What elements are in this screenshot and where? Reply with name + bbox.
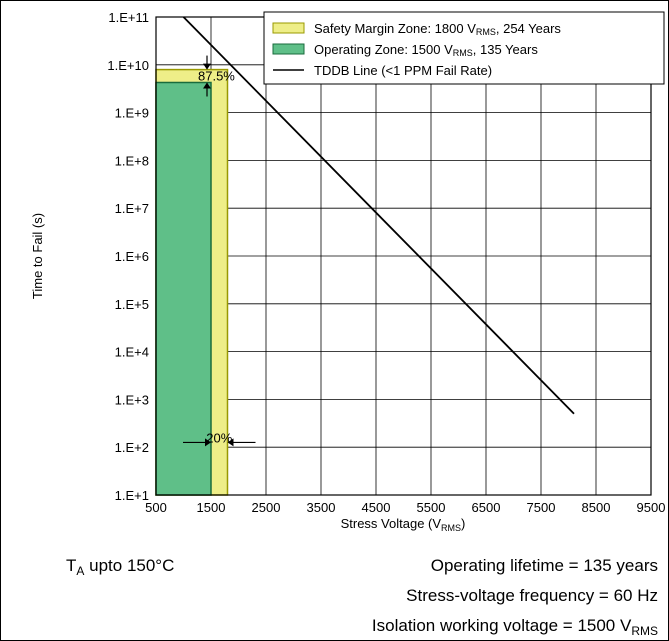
x-tick-label: 7500 (527, 500, 556, 515)
note-temperature: TA upto 150°C (66, 556, 174, 578)
operating-zone (155, 81, 212, 496)
y-tick-label: 1.E+1 (115, 488, 149, 503)
y-tick-label: 1.E+8 (115, 153, 149, 168)
tddb-line (182, 16, 575, 415)
y-tick-label: 1.E+2 (115, 440, 149, 455)
grid (155, 16, 652, 496)
legend-box (263, 11, 665, 85)
series-lines (182, 16, 575, 415)
x-axis-label: Stress Voltage (VRMS) (341, 516, 466, 533)
y-axis-label: Time to Fail (s) (30, 213, 45, 299)
arrowhead (205, 438, 211, 447)
y-tick-labels: 1.E+1 1.E+2 1.E+3 1.E+4 1.E+5 1.E+6 1.E+7 1.E+8… (107, 10, 149, 503)
zones (155, 68, 229, 496)
arrowhead (227, 438, 234, 447)
x-tick-label: 1500 (197, 500, 226, 515)
x-tick-label: 9500 (637, 500, 666, 515)
annotation-arrows (183, 55, 256, 447)
note-frequency: Stress-voltage frequency = 60 Hz (406, 586, 658, 605)
arrowhead (203, 82, 211, 89)
y-tick-label: 1.E+7 (115, 201, 149, 216)
y-tick-label: 1.E+3 (115, 392, 149, 407)
x-tick-labels: 500 1500 2500 3500 4500 5500 6500 7500 8500 9500 (145, 500, 665, 515)
note-isolation: Isolation working voltage = 1500 VRMS (372, 616, 658, 638)
y-tick-label: 1.E+5 (115, 297, 149, 312)
y-tick-label: 1.E+4 (115, 345, 149, 360)
x-tick-label: 4500 (362, 500, 391, 515)
legend-swatch-operating (272, 43, 305, 55)
y-tick-label: 1.E+6 (115, 249, 149, 264)
arrowhead (203, 63, 211, 70)
x-tick-label: 500 (145, 500, 167, 515)
y-tick-label: 1.E+11 (108, 10, 149, 25)
x-tick-label: 3500 (307, 500, 336, 515)
legend-label-safety: Safety Margin Zone: 1800 VRMS, 254 Years (314, 21, 561, 37)
y-tick-label: 1.E+9 (115, 106, 149, 121)
x-tick-label: 5500 (417, 500, 446, 515)
x-tick-label: 2500 (252, 500, 281, 515)
legend-label-tddb: TDDB Line (<1 PPM Fail Rate) (314, 63, 492, 78)
legend-swatch-safety (272, 22, 305, 34)
x-tick-label: 6500 (472, 500, 501, 515)
annotation-20: 20% (206, 431, 232, 446)
y-tick-label: 1.E+10 (107, 58, 149, 73)
x-tick-label: 8500 (582, 500, 611, 515)
note-lifetime: Operating lifetime = 135 years (431, 556, 658, 575)
legend: Safety Margin Zone: 1800 VRMS, 254 Years… (263, 11, 665, 85)
annotation-87-5: 87.5% (198, 68, 235, 83)
legend-label-operating: Operating Zone: 1500 VRMS, 135 Years (314, 42, 538, 58)
